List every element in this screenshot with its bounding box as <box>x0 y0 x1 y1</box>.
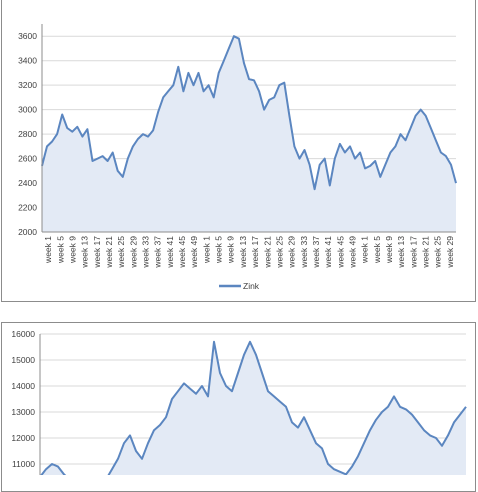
x-tick-label: week 9 <box>384 236 394 264</box>
x-tick-label: week 1 <box>43 236 53 264</box>
x-tick-label: week 21 <box>262 236 272 269</box>
x-tick-label: week 21 <box>421 236 431 269</box>
x-tick-label: week 45 <box>177 236 187 269</box>
x-tick-label: week 29 <box>287 236 297 269</box>
y-tick-label: 2600 <box>18 154 37 164</box>
x-tick-label: week 37 <box>311 236 321 269</box>
x-tick-label: week 5 <box>214 236 224 264</box>
x-tick-label: week 33 <box>299 236 309 269</box>
y-tick-label: 15000 <box>11 355 35 365</box>
y-tick-label: 2200 <box>18 203 37 213</box>
x-tick-label: week 5 <box>372 236 382 264</box>
x-tick-label: week 21 <box>104 236 114 269</box>
y-tick-label: 13000 <box>11 407 35 417</box>
x-tick-label: week 17 <box>250 236 260 269</box>
y-tick-label: 12000 <box>11 433 35 443</box>
chart-0: 2000 2200 2400 2600 2800 3000 3200 3400 3600 week… <box>18 24 457 291</box>
y-tick-label: 14000 <box>11 381 35 391</box>
x-tick-label: week 5 <box>55 236 65 264</box>
x-tick-label: week 13 <box>238 236 248 269</box>
y-tick-label: 16000 <box>11 329 35 339</box>
charts-canvas: 2000 2200 2400 2600 2800 3000 3200 3400 3600 week… <box>11 24 467 475</box>
x-tick-label: week 25 <box>116 236 126 269</box>
series-area <box>42 36 456 233</box>
x-tick-label: week 1 <box>360 236 370 264</box>
x-tick-label: week 25 <box>274 236 284 269</box>
y-tick-label: 2000 <box>18 227 37 237</box>
y-tick-label: 3400 <box>18 56 37 66</box>
x-tick-label: week 41 <box>165 236 175 269</box>
x-tick-label: week 25 <box>433 236 443 269</box>
x-tick-label: week 9 <box>67 236 77 264</box>
x-tick-label: week 49 <box>348 236 358 269</box>
x-tick-label: week 33 <box>141 236 151 269</box>
chart-1: 11000 12000 13000 14000 15000 16000 <box>11 329 467 475</box>
x-tick-label: week 9 <box>226 236 236 264</box>
y-tick-label: 11000 <box>12 459 35 469</box>
series-line <box>41 35 457 191</box>
y-tick-label: 3200 <box>18 80 37 90</box>
y-tick-label: 2800 <box>18 129 37 139</box>
legend-label: Zink <box>243 281 260 291</box>
x-tick-label: week 17 <box>408 236 418 269</box>
x-tick-label: week 29 <box>445 236 455 269</box>
series-line <box>40 340 467 475</box>
x-tick-label: week 29 <box>128 236 138 269</box>
x-tick-label: week 41 <box>323 236 333 269</box>
x-tick-label: week 37 <box>153 236 163 269</box>
x-tick-label: week 45 <box>335 236 345 269</box>
y-tick-label: 3600 <box>18 31 37 41</box>
x-tick-label: week 17 <box>92 236 102 269</box>
x-tick-label: week 13 <box>80 236 90 269</box>
y-tick-label: 2400 <box>18 178 37 188</box>
x-tick-label: week 13 <box>396 236 406 269</box>
y-tick-label: 3000 <box>18 105 37 115</box>
series-area <box>41 341 466 475</box>
x-tick-label: week 1 <box>201 236 211 264</box>
x-tick-label: week 49 <box>189 236 199 269</box>
